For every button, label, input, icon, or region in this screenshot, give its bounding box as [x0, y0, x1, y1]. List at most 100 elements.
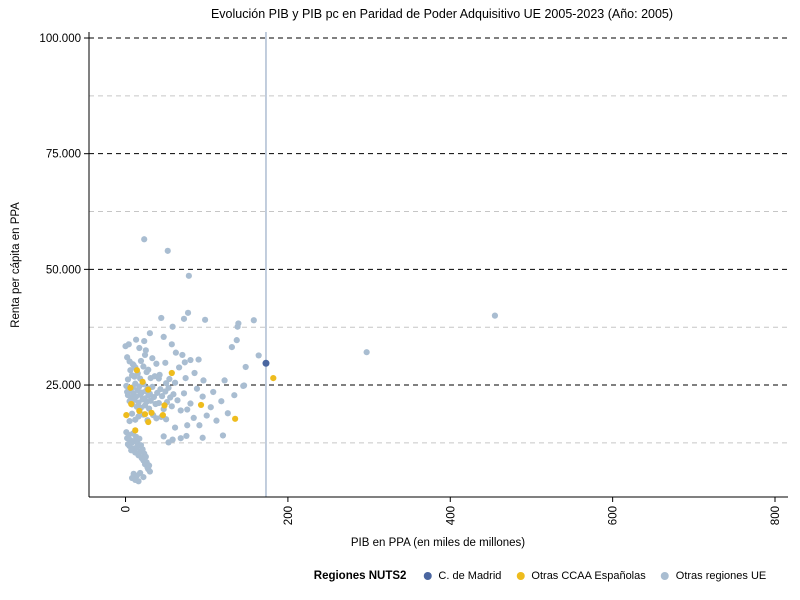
eu-point: [199, 434, 206, 441]
eu-point: [160, 433, 167, 440]
ccaa-point: [270, 374, 277, 382]
eu-point: [200, 377, 207, 384]
eu-point: [168, 341, 175, 348]
eu-point: [187, 400, 194, 407]
ccaa-point: [132, 427, 139, 434]
eu-point: [136, 435, 143, 442]
eu-point: [140, 363, 147, 370]
y-axis-title: Renta per cápita en PPA: [10, 202, 22, 328]
ccaa-point: [141, 411, 149, 418]
legend-item-madrid: C. de Madrid: [423, 570, 501, 582]
eu-point: [143, 368, 150, 376]
ccaa-point: [136, 407, 143, 415]
eu-point: [177, 407, 184, 414]
eu-point: [210, 388, 217, 396]
eu-point: [128, 372, 136, 379]
eu-point: [124, 376, 132, 383]
eu-point: [158, 393, 166, 400]
eu-point: [135, 478, 142, 485]
eu-point: [125, 341, 132, 348]
axis-lines: [88, 32, 788, 498]
eu-point: [142, 453, 149, 460]
eu-point: [150, 393, 158, 401]
eu-point: [172, 349, 179, 356]
eu-point: [187, 356, 194, 364]
eu-point: [130, 362, 137, 369]
eu-point: [199, 393, 206, 400]
eu-point: [190, 414, 197, 421]
eu-point: [196, 422, 203, 429]
eu-point: [218, 398, 225, 405]
ccaa-point: [128, 400, 135, 408]
eu-point: [180, 315, 188, 322]
eu-point: [240, 382, 247, 390]
eu-point: [142, 347, 149, 354]
eu-point: [171, 379, 179, 386]
eu-point: [195, 356, 202, 363]
eu-point: [163, 416, 170, 423]
data-points: [122, 236, 499, 485]
eu-point: [163, 380, 170, 387]
eu-point: [193, 385, 201, 392]
eu-point: [231, 392, 238, 399]
y-tick-label: 75.000: [46, 149, 81, 161]
tick-labels: 25.000 50.000 75.000 100.000 0 200 400 600 800: [39, 33, 782, 525]
x-tick-label: 800: [770, 506, 782, 525]
eu-point: [158, 314, 165, 322]
eu-point: [233, 337, 240, 344]
legend-item-ccaa: Otras CCAA Españolas: [516, 570, 646, 582]
eu-point: [126, 418, 133, 425]
eu-point: [168, 403, 175, 410]
eu-point: [176, 364, 183, 371]
eu-point: [184, 422, 191, 429]
eu-point: [228, 343, 235, 351]
eu-point: [164, 247, 171, 254]
eu-point: [153, 415, 160, 422]
x-tick-label: 600: [608, 506, 620, 525]
x-tick-label: 400: [445, 506, 457, 525]
eu-point: [162, 359, 169, 366]
eu-point: [171, 424, 179, 431]
eu-point: [221, 377, 228, 384]
eu-point: [242, 363, 249, 371]
eu-point: [363, 349, 370, 356]
eu-point: [141, 337, 148, 345]
eu-point: [174, 397, 181, 404]
eu-point: [207, 404, 214, 411]
eu-point: [146, 468, 153, 475]
eu-point: [213, 417, 220, 424]
ccaa-point: [232, 415, 239, 422]
y-tick-label: 50.000: [46, 264, 81, 276]
eu-point: [136, 344, 143, 352]
madrid-dot-icon: [423, 572, 432, 580]
eu-point: [185, 272, 192, 279]
eu-point: [165, 384, 172, 391]
eu-point: [203, 412, 210, 419]
legend: Regiones NUTS2 C. de Madrid Otras CCAA E…: [314, 570, 766, 582]
eu-dot-icon: [660, 572, 669, 580]
axis-ticks: [84, 37, 776, 502]
ccaa-point: [159, 412, 166, 419]
ccaa-dot-icon: [516, 572, 525, 580]
legend-label-madrid: C. de Madrid: [438, 570, 502, 582]
eu-point: [183, 432, 190, 440]
eu-point: [170, 391, 177, 398]
eu-point: [132, 416, 139, 423]
eu-point: [146, 330, 153, 337]
eu-point: [145, 462, 153, 469]
eu-point: [201, 316, 209, 323]
legend-label-ccaa: Otras CCAA Españolas: [531, 570, 646, 582]
ccaa-point: [139, 378, 146, 385]
eu-point: [132, 336, 140, 343]
eu-point: [184, 309, 192, 316]
eu-point: [141, 236, 148, 243]
y-tick-label: 100.000: [39, 33, 81, 45]
eu-point: [179, 351, 186, 359]
eu-point: [180, 390, 188, 397]
eu-point: [141, 351, 149, 359]
eu-point: [160, 333, 167, 341]
ccaa-point: [133, 367, 140, 374]
ccaa-point: [168, 369, 175, 377]
ccaa-point: [161, 402, 168, 409]
eu-point: [140, 474, 147, 481]
